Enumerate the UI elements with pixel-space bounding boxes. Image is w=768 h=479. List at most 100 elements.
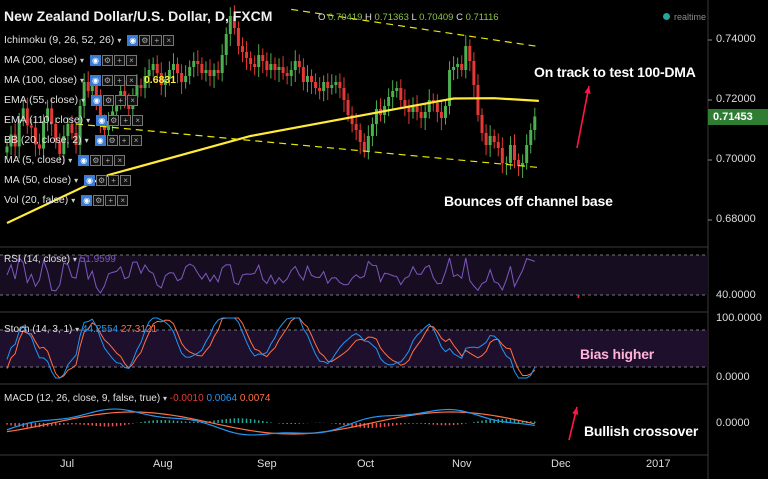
candle-body <box>240 46 244 52</box>
gear-icon[interactable]: ⚙ <box>96 174 108 186</box>
gear-icon[interactable]: ⚙ <box>101 54 113 66</box>
indicator-row[interactable]: MA (100, close) ▾ ◉ ⚙ + × 0.6831 <box>4 73 176 87</box>
indicator-row[interactable]: EMA (55, close) ▾ ◉ ⚙ + × <box>4 93 139 107</box>
chevron-down-icon[interactable]: ▾ <box>68 155 73 165</box>
close-icon[interactable]: × <box>114 154 126 166</box>
eye-icon[interactable]: ◉ <box>89 54 101 66</box>
macd-title[interactable]: MACD (12, 26, close, 9, false, true) ▾ -… <box>4 393 271 404</box>
annotation-target: On track to test 100-DMA <box>534 64 696 80</box>
candle-body <box>192 61 196 67</box>
rsi-axis-label: 40.0000 <box>716 289 756 301</box>
candle-body <box>196 61 200 64</box>
plus-icon[interactable]: + <box>105 194 117 206</box>
candle-body <box>107 121 110 130</box>
indicator-label: BB (20, close, 2) <box>4 134 82 146</box>
candle-body <box>301 67 305 82</box>
time-label: Aug <box>153 458 173 470</box>
candle-body <box>42 121 46 149</box>
candle-body <box>208 70 212 76</box>
plus-icon[interactable]: + <box>115 94 127 106</box>
rsi-title[interactable]: RSI (14, close) ▾ 51.9599 <box>4 254 116 265</box>
candle-body <box>472 61 476 85</box>
candle-body <box>90 85 94 91</box>
candle-body <box>180 73 184 82</box>
candle-body <box>342 88 346 100</box>
candle-body <box>370 124 374 136</box>
indicator-label: MA (200, close) <box>4 54 77 66</box>
candle-body <box>228 16 232 34</box>
indicator-row[interactable]: Vol (20, false) ▾ ◉ ⚙ + × <box>4 193 129 207</box>
candle-body <box>529 130 533 145</box>
stoch-axis-label: 0.0000 <box>716 371 750 383</box>
indicator-row[interactable]: EMA (110, close) ▾ ◉ ⚙ + × <box>4 113 144 127</box>
chevron-down-icon[interactable]: ▾ <box>71 195 76 205</box>
candle-body <box>220 55 224 73</box>
macd-axis-label: 0.0000 <box>716 417 750 429</box>
time-label: Dec <box>551 458 571 470</box>
candle-body <box>261 55 265 61</box>
eye-icon[interactable]: ◉ <box>84 174 96 186</box>
candle-body <box>273 64 277 70</box>
close-icon[interactable]: × <box>163 34 175 46</box>
close-icon[interactable]: × <box>125 54 137 66</box>
close-icon[interactable]: × <box>130 134 142 146</box>
close-icon[interactable]: × <box>117 194 129 206</box>
chevron-down-icon[interactable]: ▾ <box>79 55 84 65</box>
gear-icon[interactable]: ⚙ <box>139 34 151 46</box>
candle-body <box>419 112 423 118</box>
chevron-down-icon[interactable]: ▾ <box>79 75 84 85</box>
candle-body <box>212 70 216 76</box>
candle-body <box>37 144 41 149</box>
candle-body <box>21 108 25 120</box>
candle-body <box>427 100 431 112</box>
plus-icon[interactable]: + <box>113 54 125 66</box>
gear-icon[interactable]: ⚙ <box>90 154 102 166</box>
indicator-controls: ◉ ⚙ + × <box>84 174 132 186</box>
candle-body <box>102 121 106 130</box>
indicator-row[interactable]: MA (50, close) ▾ ◉ ⚙ + × <box>4 173 132 187</box>
gear-icon[interactable]: ⚙ <box>103 94 115 106</box>
close-icon[interactable]: × <box>127 94 139 106</box>
indicator-row[interactable]: Ichimoku (9, 26, 52, 26) ▾ ◉ ⚙ + × <box>4 33 175 47</box>
close-icon[interactable]: × <box>120 174 132 186</box>
eye-icon[interactable]: ◉ <box>127 34 139 46</box>
plus-icon[interactable]: + <box>151 34 163 46</box>
gear-icon[interactable]: ⚙ <box>93 194 105 206</box>
candle-body <box>407 106 411 112</box>
chevron-down-icon[interactable]: ▾ <box>81 95 86 105</box>
gear-icon[interactable]: ⚙ <box>101 74 113 86</box>
indicator-label: Ichimoku (9, 26, 52, 26) <box>4 34 115 46</box>
plus-icon[interactable]: + <box>108 174 120 186</box>
plus-icon[interactable]: + <box>118 134 130 146</box>
chevron-down-icon[interactable]: ▾ <box>74 175 79 185</box>
chevron-down-icon[interactable]: ▾ <box>117 35 122 45</box>
candle-body <box>58 142 62 154</box>
gear-icon[interactable]: ⚙ <box>108 114 120 126</box>
symbol-title[interactable]: New Zealand Dollar/U.S. Dollar, D, FXCM <box>4 8 273 24</box>
eye-icon[interactable]: ◉ <box>78 154 90 166</box>
plus-icon[interactable]: + <box>113 74 125 86</box>
indicator-controls: ◉ ⚙ + × <box>94 134 142 146</box>
eye-icon[interactable]: ◉ <box>89 74 101 86</box>
eye-icon[interactable]: ◉ <box>94 134 106 146</box>
channel-upper-line <box>291 8 539 48</box>
candle-body <box>366 136 370 151</box>
eye-icon[interactable]: ◉ <box>91 94 103 106</box>
plus-icon[interactable]: + <box>102 154 114 166</box>
candle-body <box>224 34 228 55</box>
plus-icon[interactable]: + <box>120 114 132 126</box>
gear-icon[interactable]: ⚙ <box>106 134 118 146</box>
eye-icon[interactable]: ◉ <box>96 114 108 126</box>
chevron-down-icon[interactable]: ▾ <box>84 135 89 145</box>
indicator-row[interactable]: BB (20, close, 2) ▾ ◉ ⚙ + × <box>4 133 142 147</box>
stoch-title[interactable]: Stoch (14, 3, 1) ▾ 44.2554 27.3121 <box>4 324 158 335</box>
eye-icon[interactable]: ◉ <box>81 194 93 206</box>
indicator-row[interactable]: MA (200, close) ▾ ◉ ⚙ + × <box>4 53 137 67</box>
stoch-k-line <box>6 317 536 379</box>
macd-signal-line <box>6 411 535 435</box>
chevron-down-icon[interactable]: ▾ <box>86 115 91 125</box>
close-icon[interactable]: × <box>132 114 144 126</box>
candle-body <box>289 70 293 76</box>
indicator-row[interactable]: MA (5, close) ▾ ◉ ⚙ + × <box>4 153 126 167</box>
close-icon[interactable]: × <box>125 74 137 86</box>
